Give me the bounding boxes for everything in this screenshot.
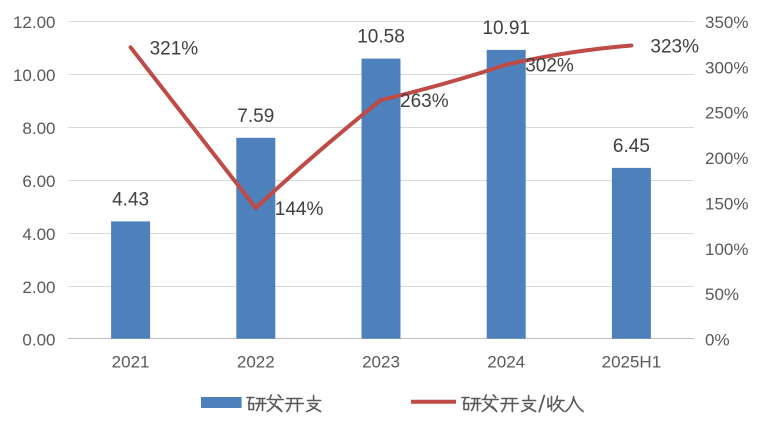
svg-text:350%: 350% (705, 13, 748, 32)
svg-text:4.43: 4.43 (112, 189, 149, 210)
svg-text:302%: 302% (525, 56, 574, 77)
svg-text:300%: 300% (705, 58, 748, 77)
svg-text:4.00: 4.00 (22, 225, 55, 244)
svg-text:2022: 2022 (237, 353, 275, 372)
svg-text:321%: 321% (150, 38, 199, 59)
svg-text:2.00: 2.00 (22, 278, 55, 297)
svg-text:12.00: 12.00 (13, 13, 56, 32)
svg-text:50%: 50% (705, 285, 739, 304)
svg-text:250%: 250% (705, 104, 748, 123)
svg-text:6.00: 6.00 (22, 172, 55, 191)
svg-text:6.45: 6.45 (613, 136, 650, 157)
svg-text:2024: 2024 (487, 353, 525, 372)
svg-text:10.91: 10.91 (482, 18, 530, 39)
svg-text:10.00: 10.00 (13, 66, 56, 85)
svg-text:200%: 200% (705, 149, 748, 168)
svg-text:8.00: 8.00 (22, 119, 55, 138)
svg-text:323%: 323% (650, 37, 699, 58)
svg-text:144%: 144% (275, 199, 324, 220)
svg-text:0%: 0% (705, 331, 730, 350)
svg-text:263%: 263% (400, 91, 449, 112)
svg-text:0.00: 0.00 (22, 331, 55, 350)
svg-text:7.59: 7.59 (237, 106, 274, 127)
svg-text:2025H1: 2025H1 (602, 353, 662, 372)
svg-text:2021: 2021 (112, 353, 150, 372)
svg-text:100%: 100% (705, 240, 748, 259)
svg-text:2023: 2023 (362, 353, 400, 372)
svg-text:150%: 150% (705, 195, 748, 214)
svg-text:10.58: 10.58 (357, 27, 405, 48)
